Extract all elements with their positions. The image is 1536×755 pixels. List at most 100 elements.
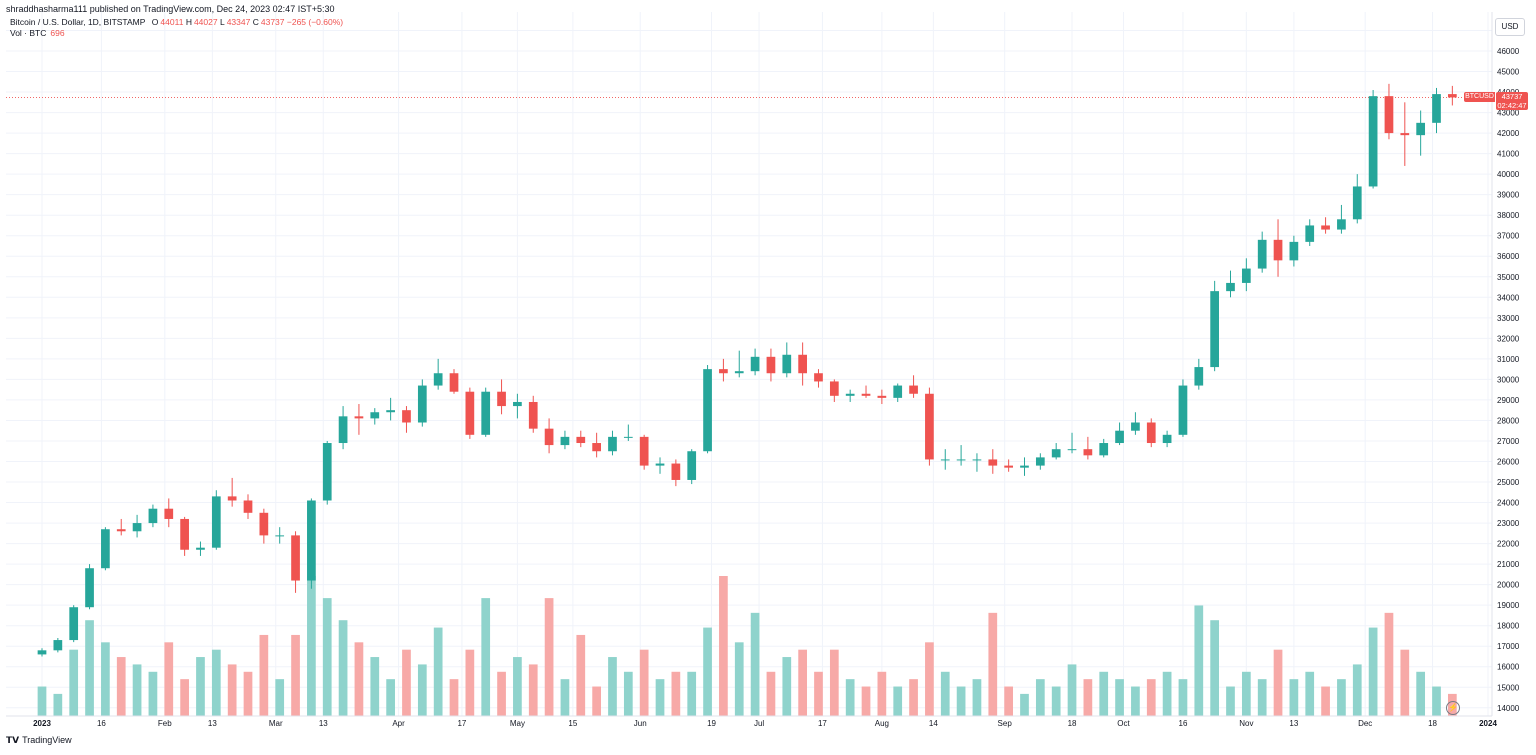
y-tick-label: 16000 — [1497, 663, 1520, 672]
x-tick-label: Mar — [269, 719, 283, 728]
candle — [116, 518, 126, 536]
candle-body — [925, 393, 934, 460]
candle-body — [608, 436, 617, 452]
candle — [1131, 412, 1140, 435]
candle — [402, 406, 411, 433]
volume-bar — [592, 686, 601, 716]
candle-body — [972, 459, 982, 461]
volume-bar — [386, 679, 395, 716]
y-tick-label: 15000 — [1497, 683, 1520, 692]
candle — [671, 459, 681, 487]
candle — [814, 369, 823, 388]
candle-body — [750, 356, 760, 372]
y-tick-label: 18000 — [1497, 622, 1520, 631]
candle — [560, 430, 570, 450]
volume-bar — [1289, 679, 1299, 716]
candle — [148, 504, 158, 528]
candle-body — [1368, 96, 1378, 187]
y-tick-label: 46000 — [1497, 47, 1520, 56]
volume-bar — [734, 642, 744, 716]
candle — [1162, 430, 1172, 448]
candle-body — [1273, 239, 1283, 261]
volume-bar — [37, 686, 47, 716]
grid — [6, 12, 1492, 716]
candle-body — [703, 369, 712, 452]
candle-body — [877, 395, 887, 398]
candle — [782, 342, 792, 378]
volume-bar — [259, 634, 269, 716]
candle-body — [433, 373, 443, 386]
candle-body — [528, 401, 538, 429]
y-tick-label: 32000 — [1497, 334, 1520, 343]
volume-bar — [180, 679, 189, 716]
candle-body — [1051, 449, 1061, 458]
x-tick-label: Jun — [634, 719, 647, 728]
candle — [719, 358, 728, 382]
tradingview-branding[interactable]: 𝗧𝗩 TradingView — [6, 735, 72, 746]
candle — [1051, 443, 1061, 460]
currency-button[interactable]: USD — [1495, 18, 1525, 36]
volume-bar — [1337, 679, 1346, 716]
volume-bar — [972, 679, 982, 716]
candle-body — [940, 459, 950, 461]
candle-body — [893, 385, 903, 398]
candle — [592, 432, 601, 458]
candle — [1226, 270, 1235, 298]
volume-bar — [639, 649, 649, 716]
candle-body — [449, 373, 459, 392]
candle — [338, 406, 348, 450]
candle-body — [259, 512, 269, 536]
candle — [196, 541, 205, 556]
volume-bar — [243, 671, 253, 716]
candle — [37, 648, 47, 657]
candle-body — [1067, 449, 1077, 451]
candle-body — [37, 650, 47, 655]
volume-bar — [1241, 671, 1251, 716]
x-tick-label: 14 — [929, 719, 938, 728]
volume-bar — [354, 642, 364, 716]
candle-body — [1257, 239, 1267, 269]
volume-bar — [1352, 664, 1362, 716]
candle-body — [560, 436, 570, 446]
candle — [1400, 102, 1410, 166]
candle-body — [211, 496, 221, 548]
candle-body — [1035, 457, 1045, 466]
candle — [307, 498, 316, 589]
candle-body — [275, 535, 285, 537]
y-tick-label: 26000 — [1497, 457, 1520, 466]
candle-body — [402, 410, 411, 423]
volume-bar — [1210, 620, 1220, 716]
x-tick-label: Feb — [158, 719, 172, 728]
x-tick-label: 2024 — [1479, 719, 1497, 728]
candle — [275, 527, 285, 544]
x-tick-label: 16 — [97, 719, 106, 728]
candle — [703, 365, 712, 454]
candle-body — [1178, 385, 1188, 435]
volume-bar — [1083, 679, 1093, 716]
candle-body — [782, 354, 792, 374]
candle-body — [766, 356, 776, 374]
candle-body — [1321, 225, 1330, 230]
candle-body — [1210, 291, 1220, 368]
replay-icon[interactable]: ⚡ — [1446, 701, 1460, 715]
candle — [85, 564, 94, 610]
candle — [354, 404, 364, 435]
candle — [988, 449, 998, 474]
volume-bar — [1305, 671, 1315, 716]
candle-body — [101, 529, 110, 569]
candle — [1004, 459, 1013, 472]
volume-bar — [544, 598, 554, 716]
volume-bar — [69, 649, 79, 716]
candle — [322, 440, 332, 505]
y-tick-label: 29000 — [1497, 396, 1520, 405]
volume-bar — [893, 686, 903, 716]
candle — [1241, 258, 1251, 292]
x-tick-label: Oct — [1117, 719, 1130, 728]
volume-bar — [211, 649, 221, 716]
volume-bar — [307, 576, 316, 716]
x-tick-label: 19 — [707, 719, 716, 728]
candle — [608, 430, 617, 456]
y-tick-label: 20000 — [1497, 581, 1520, 590]
x-tick-label: Aug — [875, 719, 889, 728]
